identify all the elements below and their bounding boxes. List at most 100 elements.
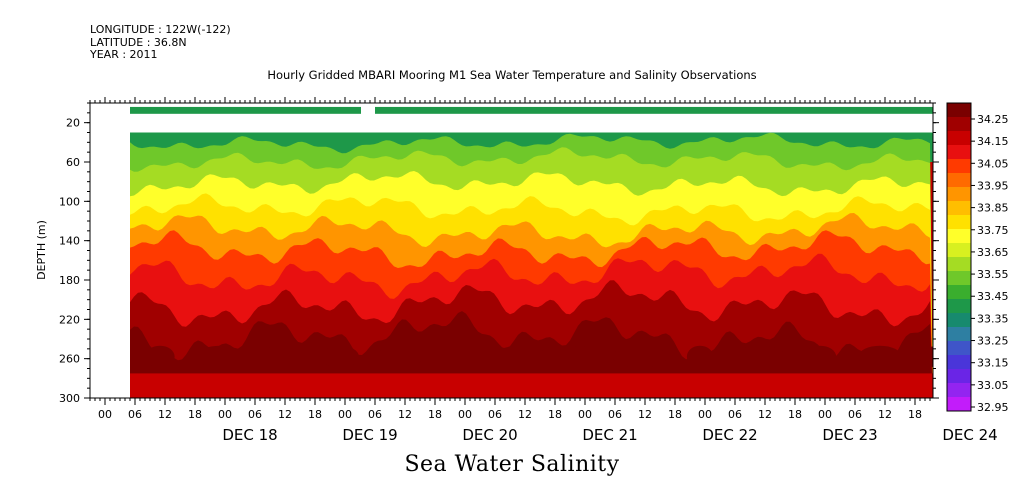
max-salinity-lens [919, 346, 933, 368]
max-salinity-lens [445, 345, 475, 368]
y-tick-label: 220 [59, 313, 80, 326]
x-tick-label: 00 [818, 408, 832, 421]
x-tick-label: 18 [428, 408, 442, 421]
y-tick-label: 180 [59, 274, 80, 287]
x-tick-label: 18 [308, 408, 322, 421]
colorbar-swatch [947, 313, 971, 328]
max-salinity-lens [261, 345, 299, 368]
x-tick-label: 12 [518, 408, 532, 421]
colorbar-swatch [947, 145, 971, 160]
colorbar-label: 34.05 [977, 157, 1009, 170]
colorbar-swatch [947, 285, 971, 300]
x-tick-label: 00 [698, 408, 712, 421]
colorbar-label: 33.75 [977, 224, 1009, 237]
x-tick-label: 00 [98, 408, 112, 421]
x-tick-label: 18 [668, 408, 682, 421]
x-tick-label: 06 [248, 408, 262, 421]
y-tick-label: 100 [59, 195, 80, 208]
colorbar-swatch [947, 397, 971, 412]
x-tick-label: 12 [878, 408, 892, 421]
year-label: YEAR : 2011 [90, 48, 158, 61]
x-tick-label: 06 [368, 408, 382, 421]
max-salinity-lens [145, 345, 175, 368]
x-tick-label: 18 [548, 408, 562, 421]
x-tick-label: 12 [758, 408, 772, 421]
x-tick-label: 12 [158, 408, 172, 421]
max-salinity-lens [320, 345, 360, 368]
colorbar-swatch [947, 369, 971, 384]
y-axis-label: DEPTH (m) [35, 220, 48, 280]
colorbar-label: 33.55 [977, 268, 1009, 281]
salinity-chart: 20 60 100 140 180 220 260 300 00 06 12 18 00 06 12 18 00… [35, 97, 1009, 444]
x-tick-label: 18 [188, 408, 202, 421]
y-tick-label: 60 [66, 156, 80, 169]
max-salinity-lens [734, 345, 786, 368]
bottom-band [130, 373, 933, 398]
colorbar-swatch [947, 341, 971, 356]
x-tick-label: 06 [128, 408, 142, 421]
colorbar-label: 33.65 [977, 246, 1009, 259]
colorbar-swatch [947, 187, 971, 202]
colorbar-swatch [947, 271, 971, 286]
colorbar-label: 33.45 [977, 290, 1009, 303]
max-salinity-lens [858, 345, 902, 368]
surface-band [130, 106, 361, 114]
colorbar-swatch [947, 173, 971, 188]
x-tick-label: 00 [338, 408, 352, 421]
variable-label: Sea Water Salinity [404, 452, 620, 477]
max-salinity-lens [803, 345, 837, 368]
colorbar-label: 33.15 [977, 357, 1009, 370]
colorbar-swatch [947, 103, 971, 118]
metadata-block: LONGITUDE : 122W(-122) LATITUDE : 36.8N … [90, 23, 231, 62]
x-tick-label: 06 [848, 408, 862, 421]
x-tick-label: 00 [578, 408, 592, 421]
colorbar-swatch [947, 131, 971, 146]
colorbar-swatch [947, 117, 971, 132]
colorbar-swatch [947, 355, 971, 370]
x-tick-label: 18 [788, 408, 802, 421]
x-day-label: DEC 23 [822, 426, 877, 444]
colorbar-swatch [947, 159, 971, 174]
colorbar-swatch [947, 257, 971, 272]
max-salinity-lens [376, 345, 424, 368]
longitude-label: LONGITUDE : 122W(-122) [90, 23, 231, 36]
colorbar-label: 33.95 [977, 179, 1009, 192]
x-day-label: DEC 20 [462, 426, 517, 444]
x-tick-label: 00 [218, 408, 232, 421]
y-tick-label: 20 [66, 117, 80, 130]
x-tick-label: 12 [638, 408, 652, 421]
colorbar-swatch [947, 243, 971, 258]
chart-title: Hourly Gridded MBARI Mooring M1 Sea Wate… [267, 68, 757, 82]
colorbar-swatch [947, 215, 971, 230]
colorbar-label: 34.25 [977, 113, 1009, 126]
colorbar-label: 33.85 [977, 202, 1009, 215]
max-salinity-lens [196, 345, 244, 368]
colorbar-swatch [947, 201, 971, 216]
x-day-label: DEC 22 [702, 426, 757, 444]
colorbar-swatch [947, 299, 971, 314]
y-tick-label: 140 [59, 235, 80, 248]
colorbar-swatch [947, 229, 971, 244]
max-salinity-lens [612, 345, 668, 368]
surface-band [375, 106, 933, 114]
latitude-label: LATITUDE : 36.8N [90, 35, 187, 49]
x-tick-label: 18 [908, 408, 922, 421]
x-tick-label: 12 [278, 408, 292, 421]
x-tick-label: 06 [728, 408, 742, 421]
x-tick-label: 12 [398, 408, 412, 421]
colorbar-label: 33.25 [977, 335, 1009, 348]
x-day-label: DEC 24 [942, 426, 997, 444]
max-salinity-lens [686, 345, 714, 368]
colorbar-frame [946, 102, 972, 412]
colorbar-swatch [947, 383, 971, 398]
colorbar-swatch [947, 327, 971, 342]
colorbar-label: 32.95 [977, 401, 1009, 414]
x-tick-label: 00 [458, 408, 472, 421]
y-tick-label: 260 [59, 353, 80, 366]
max-salinity-lens [567, 345, 593, 368]
y-tick-label: 300 [59, 392, 80, 405]
x-day-label: DEC 18 [222, 426, 277, 444]
x-day-label: DEC 19 [342, 426, 397, 444]
colorbar-label: 33.35 [977, 312, 1009, 325]
x-tick-label: 06 [488, 408, 502, 421]
